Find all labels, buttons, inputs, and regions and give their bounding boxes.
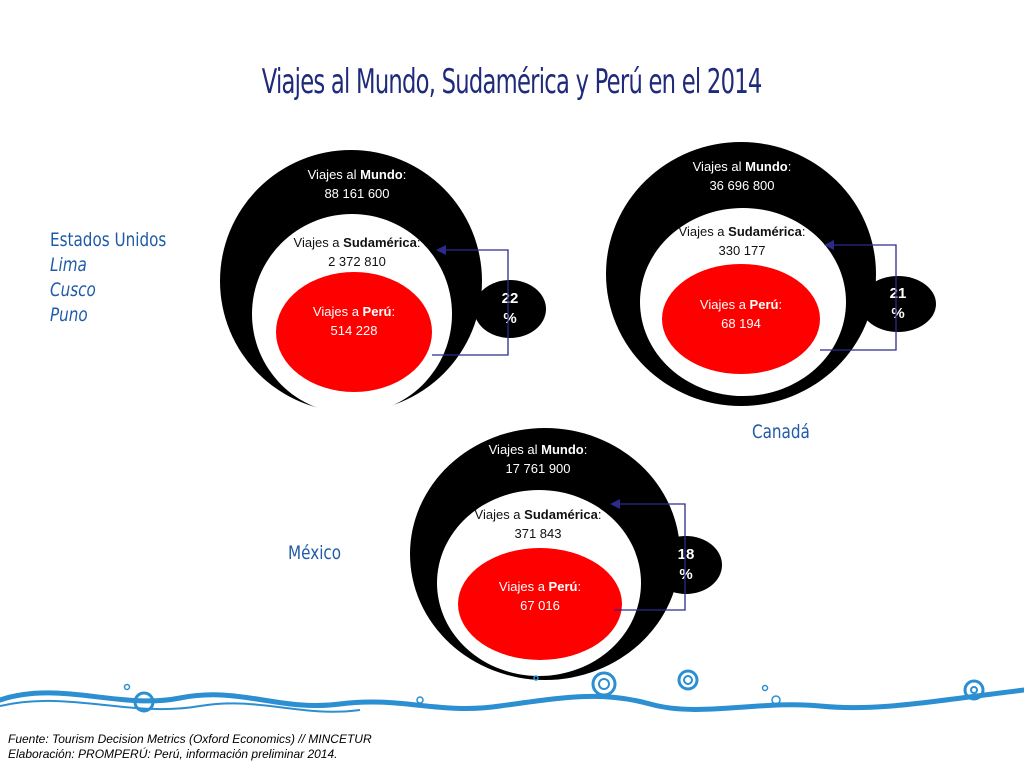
world-travel-label-usa: Viajes al Mundo: 88 161 600 [307, 167, 407, 201]
source-footer: Fuente: Tourism Decision Metrics (Oxford… [8, 732, 372, 762]
peru-label-canada: Viajes a Perú: 68 194 [699, 297, 783, 331]
peru-label-usa: Viajes a Perú: 514 228 [312, 304, 396, 338]
page-title: Viajes al Mundo, Sudamérica y Perú en el… [262, 62, 763, 102]
market-label-canada: Canadá [752, 421, 810, 443]
footer-source-line: Fuente: Tourism Decision Metrics (Oxford… [8, 732, 372, 746]
peru-label-mexico: Viajes a Perú: 67 016 [498, 579, 582, 613]
footer-credit-line: Elaboración: PROMPERÚ: Perú, información… [8, 747, 338, 761]
connector-usa [432, 245, 509, 356]
decorative-wave [0, 669, 1024, 713]
percentage-badge-canada: 21% [860, 276, 936, 332]
world-travel-label-canada: Viajes al Mundo: 36 696 800 [692, 159, 792, 193]
peru-circle-canada [662, 264, 820, 374]
percentage-badge-usa: 22% [474, 280, 546, 338]
city-label-puno: Puno [50, 304, 88, 326]
world-travel-label-mexico: Viajes al Mundo: 17 761 900 [488, 442, 588, 476]
south-america-label-mexico: Viajes a Sudamérica: 371 843 [474, 507, 602, 541]
city-label-lima: Lima [50, 254, 87, 276]
market-label-usa: Estados Unidos Lima Cusco Puno [50, 229, 167, 326]
city-label-cusco: Cusco [50, 279, 96, 301]
south-america-label-canada: Viajes a Sudamérica: 330 177 [678, 224, 806, 258]
percentage-badge-mexico: 18% [650, 536, 722, 594]
peru-circle-usa [276, 272, 432, 392]
peru-circle-mexico [458, 548, 622, 660]
market-label-mexico: México [288, 542, 342, 564]
connector-canada [820, 240, 897, 351]
connector-mexico [610, 499, 686, 611]
south-america-label-usa: Viajes a Sudamérica: 2 372 810 [293, 235, 421, 269]
